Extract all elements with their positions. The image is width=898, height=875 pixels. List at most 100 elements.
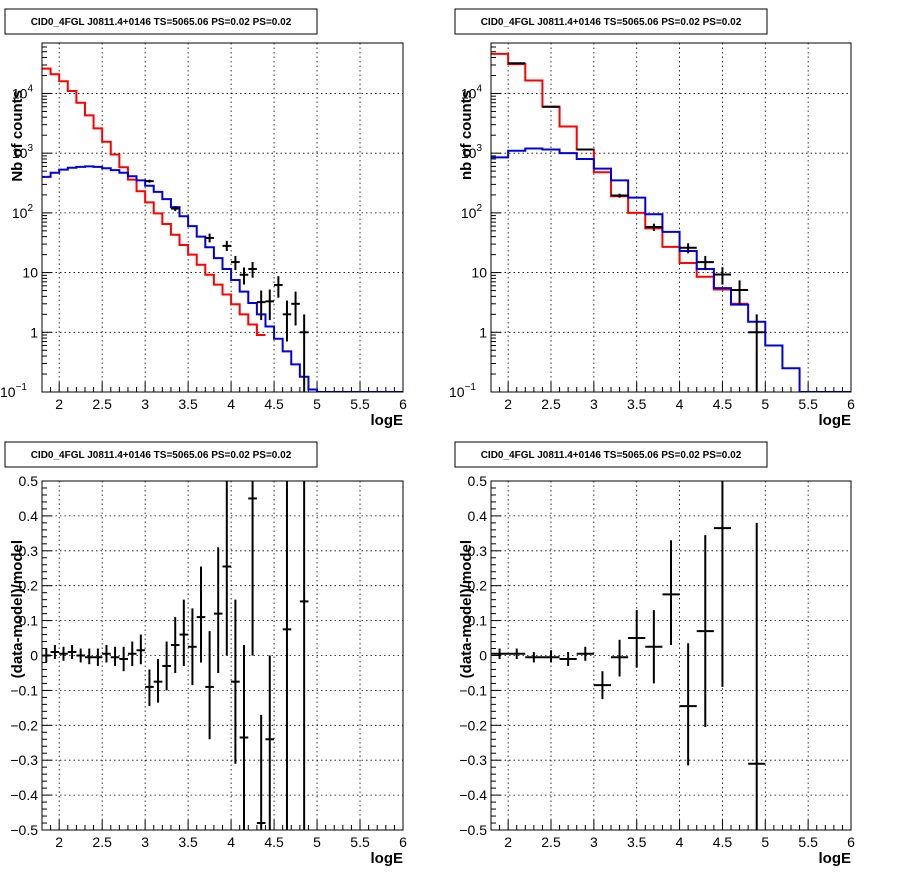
axis-ticks <box>490 42 852 393</box>
chart-panel-3: CID0_4FGL J0811.4+0146 TS=5065.06 PS=0.0… <box>4 441 407 867</box>
data-point <box>136 634 146 665</box>
x-tick-label: 3 <box>590 834 598 850</box>
y-tick-label: 0.5 <box>19 473 39 489</box>
x-tick-label: 3.5 <box>627 834 647 850</box>
x-axis-title: logE <box>819 850 852 867</box>
x-tick-label: 5.5 <box>798 396 818 412</box>
y-tick-label: 0.1 <box>19 613 39 629</box>
x-tick-label: 4 <box>676 834 684 850</box>
data-point <box>222 481 232 656</box>
plot-area <box>42 481 309 830</box>
x-tick-label: 2.5 <box>541 834 561 850</box>
y-tick-label: 102 <box>461 203 483 221</box>
data-point <box>576 148 594 151</box>
data-point <box>508 648 526 659</box>
data-point <box>265 655 275 830</box>
data-point <box>205 631 214 740</box>
histogram-blue <box>42 165 403 392</box>
data-point <box>291 291 300 326</box>
x-tick-label: 5.5 <box>350 396 370 412</box>
data-point <box>299 481 309 830</box>
x-tick-label: 5 <box>313 396 321 412</box>
x-tick-label: 6 <box>847 834 855 850</box>
chart-title-box <box>454 441 768 468</box>
data-point <box>593 671 611 700</box>
data-point <box>93 648 103 666</box>
y-tick-label: 103 <box>12 143 34 161</box>
y-tick-label: −0.2 <box>10 717 38 733</box>
y-tick-label: 102 <box>12 203 34 221</box>
chart-panel-4: CID0_4FGL J0811.4+0146 TS=5065.06 PS=0.0… <box>454 441 855 867</box>
y-tick-label: −0.4 <box>459 787 487 803</box>
y-tick-label: 0 <box>479 648 487 664</box>
data-point <box>59 646 68 661</box>
chart-title: CID0_4FGL J0811.4+0146 TS=5065.06 PS=0.0… <box>31 17 292 28</box>
x-tick-label: 2.5 <box>541 396 561 412</box>
data-point <box>256 290 266 321</box>
x-tick-label: 2 <box>55 396 63 412</box>
x-tick-label: 4.5 <box>264 834 284 850</box>
data-point <box>542 105 560 108</box>
data-point <box>196 566 206 663</box>
x-tick-label: 5 <box>761 834 769 850</box>
data-point <box>84 648 94 665</box>
x-axis-title: logE <box>371 850 404 867</box>
x-tick-label: 3 <box>141 834 149 850</box>
y-tick-label: 0.5 <box>468 473 488 489</box>
x-tick-label: 4 <box>227 396 235 412</box>
x-tick-label: 4.5 <box>713 396 733 412</box>
data-point <box>576 646 594 661</box>
data-point <box>611 193 629 198</box>
grid-lines <box>42 481 403 830</box>
data-point <box>679 643 697 766</box>
data-point <box>299 314 309 392</box>
data-point <box>231 599 240 764</box>
data-point <box>696 255 714 271</box>
y-tick-label: 0.1 <box>468 613 488 629</box>
y-tick-label: 10 <box>471 265 487 281</box>
x-tick-label: 4 <box>227 834 235 850</box>
plot-area <box>491 52 851 392</box>
data-point <box>231 255 240 271</box>
chart-title: CID0_4FGL J0811.4+0146 TS=5065.06 PS=0.0… <box>31 450 292 461</box>
grid-lines <box>42 43 403 392</box>
data-point <box>713 267 731 285</box>
data-point <box>239 645 249 830</box>
y-tick-label: −0.3 <box>10 752 38 768</box>
grid-lines <box>491 481 851 830</box>
y-tick-label: 104 <box>12 83 34 101</box>
histogram-red <box>491 52 749 305</box>
data-point <box>282 481 292 830</box>
y-axis-title: Nb of counts <box>9 90 26 182</box>
y-axis-title: (data-model)/model <box>9 540 26 678</box>
y-tick-label: −0.1 <box>10 682 38 698</box>
data-point <box>127 641 137 666</box>
x-tick-label: 3.5 <box>178 834 198 850</box>
y-tick-label: 104 <box>461 83 483 101</box>
x-tick-label: 3.5 <box>178 396 198 412</box>
x-tick-label: 3 <box>590 396 598 412</box>
data-point <box>265 289 275 321</box>
x-tick-label: 2 <box>504 396 512 412</box>
data-point <box>542 650 560 663</box>
data-point <box>491 648 509 659</box>
x-tick-label: 2 <box>55 834 63 850</box>
chart-panel-1: CID0_4FGL J0811.4+0146 TS=5065.06 PS=0.0… <box>0 8 407 429</box>
x-tick-label: 5 <box>313 834 321 850</box>
x-axis-title: logE <box>819 412 852 429</box>
data-point <box>213 547 223 673</box>
histogram-red <box>42 67 266 337</box>
y-tick-label: 10 <box>22 265 38 281</box>
plot-frame <box>490 480 852 831</box>
y-tick-label: 10−1 <box>449 382 476 400</box>
y-tick-label: 0.3 <box>468 543 488 559</box>
data-point <box>222 240 232 251</box>
grid-lines <box>491 43 851 392</box>
data-point <box>67 645 77 659</box>
y-tick-label: −0.5 <box>10 822 38 838</box>
data-point <box>645 610 663 684</box>
data-point <box>170 617 180 673</box>
data-point <box>239 267 249 285</box>
axis-ticks <box>41 480 404 831</box>
